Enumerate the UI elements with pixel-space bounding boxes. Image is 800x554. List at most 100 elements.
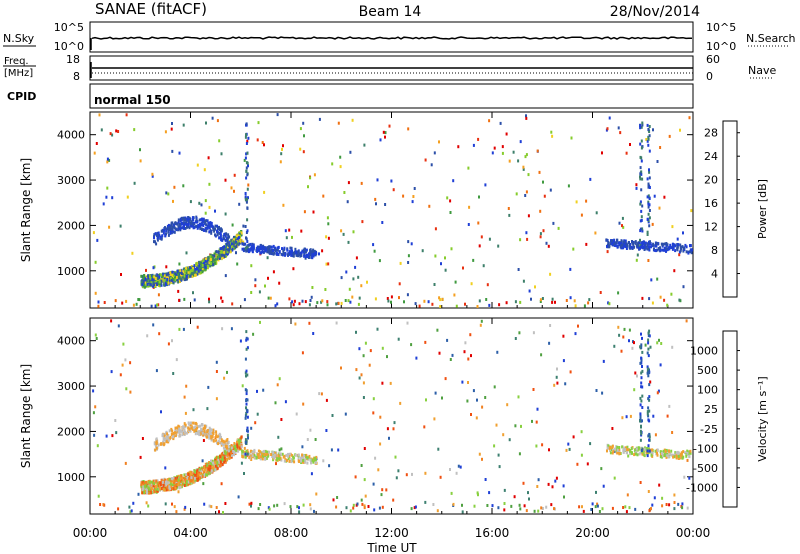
- scatter-cell: [647, 406, 650, 410]
- scatter-cell: [413, 187, 416, 190]
- scatter-cell: [659, 455, 662, 459]
- scatter-cell: [639, 438, 642, 442]
- scatter-cell: [206, 219, 209, 223]
- scatter-cell: [231, 248, 234, 252]
- scatter-cell: [208, 504, 211, 508]
- scatter-cell: [313, 456, 316, 460]
- scatter-cell: [241, 450, 244, 454]
- scatter-cell: [283, 459, 286, 463]
- scatter-cell: [173, 273, 175, 277]
- scatter-cell: [641, 229, 644, 233]
- scatter-cell: [386, 427, 389, 431]
- scatter-cell: [245, 169, 248, 173]
- scatter-cell: [384, 203, 387, 206]
- scatter-cell: [219, 234, 222, 238]
- scatter-cell: [497, 506, 500, 510]
- scatter-cell: [527, 214, 530, 218]
- scatter-cell: [308, 454, 311, 458]
- scatter-cell: [488, 303, 491, 307]
- scatter-cell: [257, 507, 260, 511]
- scatter-cell: [231, 454, 233, 457]
- scatter-cell: [636, 253, 639, 257]
- scatter-cell: [177, 228, 180, 232]
- scatter-cell: [508, 159, 511, 163]
- scatter-cell: [168, 228, 171, 231]
- scatter-cell: [245, 166, 248, 170]
- scatter-cell: [677, 502, 680, 506]
- scatter-cell: [94, 333, 97, 337]
- scatter-cell: [300, 251, 303, 255]
- scatter-cell: [615, 445, 618, 449]
- scatter-cell: [581, 505, 583, 509]
- scatter-cell: [205, 223, 208, 227]
- scatter-cell: [176, 269, 179, 273]
- scatter-cell: [363, 447, 366, 450]
- scatter-cell: [685, 319, 688, 323]
- scatter-cell: [622, 450, 625, 454]
- scatter-cell: [250, 245, 253, 249]
- scatter-cell: [198, 473, 201, 477]
- scatter-cell: [240, 435, 243, 439]
- x-tick-label: 20:00: [575, 526, 610, 540]
- scatter-cell: [311, 286, 314, 289]
- scatter-cell: [639, 361, 642, 365]
- scatter-cell: [322, 459, 325, 463]
- scatter-cell: [536, 407, 539, 411]
- scatter-cell: [195, 220, 198, 224]
- scatter-cell: [216, 224, 218, 228]
- scatter-cell: [192, 474, 195, 477]
- scatter-cell: [288, 228, 291, 232]
- scatter-cell: [632, 240, 635, 244]
- scatter-cell: [578, 505, 581, 509]
- scatter-cell: [270, 453, 273, 456]
- scatter-cell: [547, 482, 550, 486]
- scatter-cell: [218, 440, 221, 444]
- scatter-cell: [212, 228, 215, 232]
- scatter-cell: [648, 297, 651, 301]
- scatter-cell: [105, 434, 108, 438]
- scatter-cell: [311, 256, 314, 260]
- scatter-cell: [159, 483, 162, 487]
- scatter-cell: [508, 438, 511, 442]
- scatter-cell: [385, 488, 388, 492]
- scatter-cell: [569, 296, 572, 300]
- scatter-cell: [201, 270, 204, 274]
- scatter-cell: [452, 179, 455, 183]
- scatter-cell: [166, 281, 169, 285]
- scatter-cell: [278, 281, 281, 285]
- scatter-cell: [624, 505, 627, 509]
- scatter-cell: [668, 449, 670, 453]
- scatter-cell: [214, 468, 217, 472]
- scatter-cell: [178, 425, 181, 429]
- nsearch-tick-top: 10^5: [706, 21, 736, 34]
- scatter-cell: [297, 457, 300, 461]
- scatter-cell: [621, 224, 623, 228]
- scatter-cell: [189, 272, 192, 276]
- scatter-cell: [528, 497, 530, 501]
- scatter-cell: [554, 479, 557, 483]
- scatter-cell: [651, 503, 654, 507]
- scatter-cell: [249, 242, 252, 246]
- scatter-cell: [291, 300, 294, 304]
- scatter-cell: [308, 303, 311, 307]
- scatter-cell: [609, 448, 611, 452]
- scatter-cell: [264, 449, 267, 453]
- colorbar-tick-label: 16: [704, 197, 718, 210]
- scatter-cell: [499, 121, 502, 125]
- scatter-cell: [624, 448, 627, 452]
- scatter-cell: [207, 259, 210, 263]
- scatter-cell: [640, 170, 643, 174]
- scatter-cell: [669, 452, 672, 456]
- scatter-cell: [527, 173, 530, 177]
- scatter-cell: [672, 455, 675, 459]
- scatter-cell: [154, 240, 156, 244]
- scatter-cell: [641, 350, 644, 354]
- scatter-cell: [192, 218, 195, 222]
- scatter-cell: [647, 397, 650, 401]
- scatter-cell: [210, 469, 213, 473]
- scatter-cell: [169, 279, 172, 283]
- scatter-cell: [114, 419, 117, 422]
- scatter-cell: [173, 479, 176, 483]
- scatter-cell: [304, 460, 307, 464]
- scatter-cell: [276, 302, 279, 306]
